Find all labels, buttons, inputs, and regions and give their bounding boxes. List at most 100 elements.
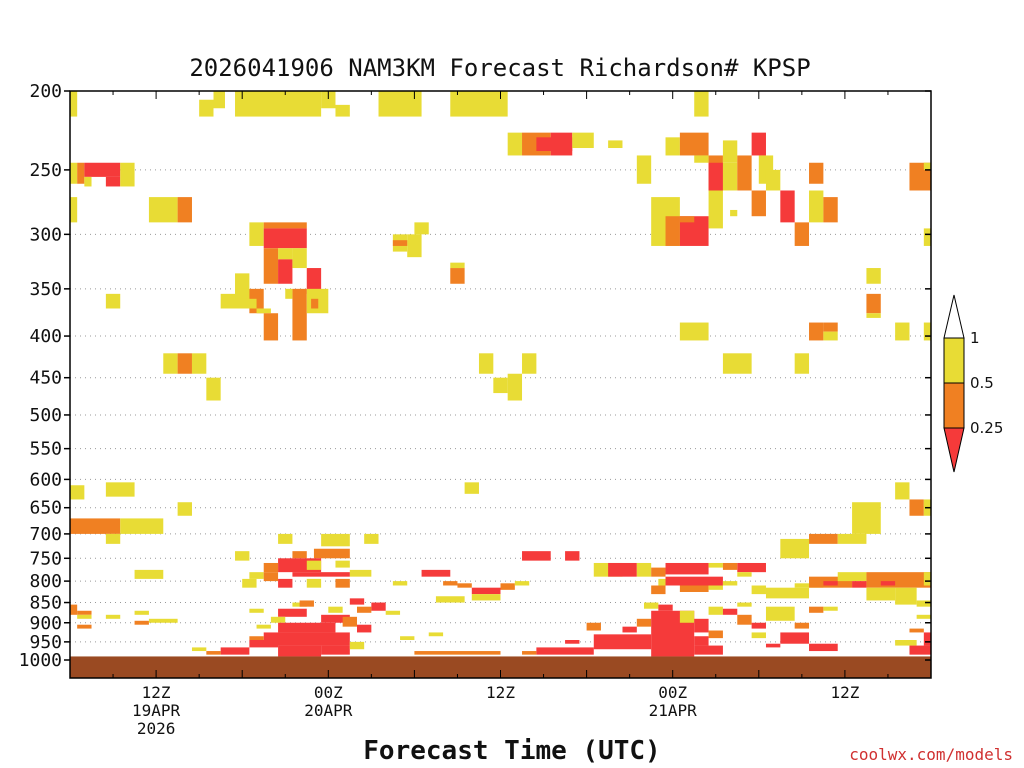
heatmap-cell xyxy=(313,548,350,559)
heatmap-cell xyxy=(665,137,680,156)
heatmap-cell xyxy=(70,485,85,500)
heatmap-cell xyxy=(206,651,221,655)
heatmap-cell xyxy=(70,604,78,615)
heatmap-cell xyxy=(565,551,580,561)
heatmap-cell xyxy=(708,190,723,229)
x-tick-label: 19APR xyxy=(132,701,181,720)
heatmap-cell xyxy=(249,572,264,579)
heatmap-cell xyxy=(866,572,931,588)
x-tick-label: 21APR xyxy=(649,701,698,720)
heatmap-cell xyxy=(242,298,257,309)
heatmap-cell xyxy=(206,377,221,401)
heatmap-cell xyxy=(809,533,838,544)
heatmap-cell xyxy=(651,567,666,577)
heatmap-cell xyxy=(235,273,250,294)
heatmap-cell xyxy=(694,91,709,117)
credit-text: coolwx.com/models xyxy=(849,745,1013,764)
heatmap-cell xyxy=(679,322,709,341)
heatmap-cell xyxy=(916,600,931,607)
heatmap-cell xyxy=(249,640,279,648)
heatmap-cell xyxy=(278,248,293,260)
heatmap-cell xyxy=(357,624,372,633)
heatmap-cell xyxy=(392,240,408,246)
heatmap-cell xyxy=(292,572,350,577)
heatmap-cell xyxy=(737,602,752,607)
heatmap-cell xyxy=(866,268,881,284)
heatmap-cell xyxy=(70,91,78,117)
heatmap-cell xyxy=(522,353,537,374)
heatmap-cell xyxy=(443,581,458,586)
heatmap-cell xyxy=(435,596,465,603)
y-tick-label: 850 xyxy=(29,593,62,614)
heatmap-cell xyxy=(708,162,723,191)
heatmap-cell xyxy=(565,640,580,644)
heatmap-cell xyxy=(249,636,264,641)
heatmap-cell xyxy=(278,259,293,284)
heatmap-cell xyxy=(536,647,594,655)
heatmap-cell xyxy=(371,602,386,611)
x-tick-label: 2026 xyxy=(137,719,176,738)
heatmap-cell xyxy=(751,132,766,156)
heatmap-cell xyxy=(235,288,250,299)
heatmap-cell xyxy=(737,572,752,577)
heatmap-cell xyxy=(292,288,307,341)
heatmap-cell xyxy=(191,353,207,374)
heatmap-cell xyxy=(105,533,121,544)
heatmap-cell xyxy=(105,614,121,619)
heatmap-cell xyxy=(235,91,322,117)
heatmap-cell xyxy=(651,585,666,595)
heatmap-cell xyxy=(321,645,350,655)
heatmap-cell xyxy=(191,647,207,652)
heatmap-cell xyxy=(493,377,508,394)
heatmap-cell xyxy=(263,562,279,573)
heatmap-cell xyxy=(285,288,293,299)
heatmap-cell xyxy=(478,353,494,374)
heatmap-cell xyxy=(823,197,838,223)
heatmap-cell xyxy=(428,632,444,637)
y-tick-label: 900 xyxy=(29,613,62,634)
heatmap-cell xyxy=(306,578,322,588)
heatmap-cells xyxy=(70,91,931,657)
y-tick-label: 800 xyxy=(29,571,62,592)
heatmap-cell xyxy=(636,155,652,184)
heatmap-cell xyxy=(923,632,931,646)
heatmap-cell xyxy=(737,562,766,573)
heatmap-cell xyxy=(278,608,307,617)
heatmap-cell xyxy=(450,268,465,284)
heatmap-cell xyxy=(694,636,709,646)
heatmap-cell xyxy=(679,216,695,223)
heatmap-cell xyxy=(464,482,479,494)
heatmap-cell xyxy=(765,643,781,648)
heatmap-cell xyxy=(292,551,307,559)
heatmap-cell xyxy=(120,162,135,187)
heatmap-cell xyxy=(342,616,357,627)
heatmap-cell xyxy=(278,645,322,657)
legend-swatch xyxy=(943,382,965,429)
heatmap-cell xyxy=(608,562,637,577)
y-axis: 200 250 300 350 400 450 500 550 600 650 700 7508008… xyxy=(19,81,931,671)
heatmap-cell xyxy=(299,600,314,607)
heatmap-cell xyxy=(249,222,264,246)
heatmap-cell xyxy=(837,572,867,582)
heatmap-cell xyxy=(722,608,738,615)
heatmap-cell xyxy=(263,632,350,646)
heatmap-cell xyxy=(708,606,723,615)
x-tick-label: 20APR xyxy=(304,701,353,720)
heatmap-cell xyxy=(852,581,867,588)
heatmap-cell xyxy=(321,91,336,109)
heatmap-cell xyxy=(780,632,810,644)
heatmap-cell xyxy=(780,538,810,559)
legend-swatch xyxy=(943,337,965,384)
heatmap-cell xyxy=(809,643,838,652)
heatmap-cell xyxy=(837,533,867,544)
y-tick-label: 500 xyxy=(29,405,62,426)
heatmap-cell xyxy=(636,618,652,627)
heatmap-cell xyxy=(263,248,279,284)
heatmap-cell xyxy=(335,560,350,568)
heatmap-cell xyxy=(694,645,723,655)
heatmap-cell xyxy=(909,645,931,655)
y-tick-label: 200 xyxy=(29,81,62,102)
heatmap-cell xyxy=(392,581,408,586)
heatmap-cell xyxy=(457,583,472,588)
